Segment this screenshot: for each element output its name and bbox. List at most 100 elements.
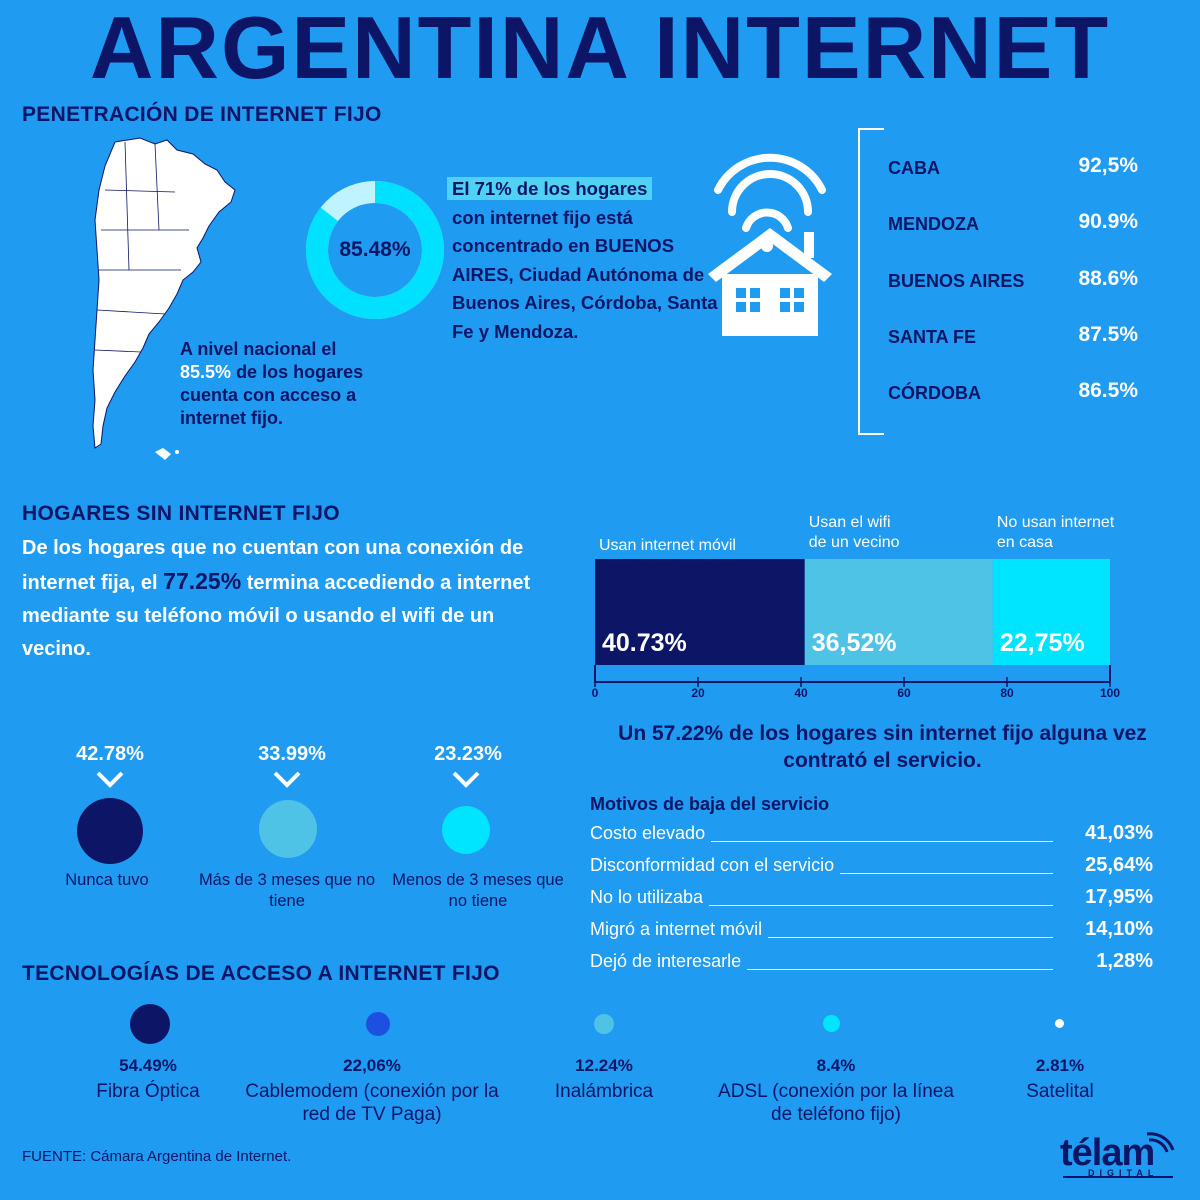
duration-label: Más de 3 meses que no tiene — [198, 871, 376, 910]
province-row: CABA 92,5% — [888, 152, 1138, 182]
sin-text-highlight: 77.25% — [163, 568, 242, 594]
logo-subtext: DIGITAL — [1088, 1168, 1159, 1178]
sin-text-pre: De los hogares que no cuentan con una co… — [22, 537, 524, 594]
province-name: MENDOZA — [888, 214, 979, 234]
series-name-label: Usan el wifi — [809, 514, 891, 531]
provinces-bracket — [858, 128, 884, 435]
tech-label: Inalámbrica — [554, 1081, 654, 1102]
duration-circle — [77, 798, 143, 864]
province-value: 88.6% — [1078, 267, 1138, 290]
motivo-row: Dejó de interesarle 1,28% — [590, 950, 1153, 979]
province-name: CÓRDOBA — [888, 383, 981, 403]
province-value: 92,5% — [1078, 154, 1138, 177]
motivo-row: Costo elevado 41,03% — [590, 822, 1153, 851]
province-row: CÓRDOBA 86.5% — [888, 377, 1138, 407]
tech-value: 2.81% — [1035, 1056, 1085, 1075]
x-tick-label: 80 — [1000, 686, 1014, 700]
x-tick-label: 20 — [691, 686, 705, 700]
motivo-value: 25,64% — [1085, 854, 1153, 876]
duration-circle — [442, 806, 490, 854]
duration-value: 42.78% — [76, 743, 144, 765]
motivo-value: 17,95% — [1085, 886, 1153, 908]
province-row: SANTA FE 87.5% — [888, 321, 1138, 351]
tech-value: 12.24% — [575, 1056, 633, 1075]
leader-line — [590, 937, 1053, 938]
duration-label: Menos de 3 meses que no tiene — [392, 871, 564, 910]
motivo-value: 41,03% — [1085, 822, 1153, 844]
x-tick-label: 60 — [897, 686, 911, 700]
tech-dot — [130, 1004, 170, 1044]
bar-segment — [992, 559, 1110, 665]
motivo-value: 1,28% — [1096, 950, 1153, 972]
contrato-text: Un 57.22% de los hogares sin internet fi… — [618, 722, 1147, 772]
province-name: SANTA FE — [888, 327, 976, 347]
tech-value: 22,06% — [343, 1056, 401, 1075]
tech-value: 8.4% — [816, 1056, 856, 1075]
leader-line — [590, 841, 1053, 842]
national-text-rest: de los hogares cuenta con acceso a inter… — [180, 362, 364, 428]
leader-line — [590, 905, 1053, 906]
source-note: FUENTE: Cámara Argentina de Internet. — [22, 1148, 292, 1165]
tech-label: Cablemodem (conexión por la red de TV Pa… — [245, 1081, 499, 1125]
province-name: BUENOS AIRES — [888, 271, 1025, 291]
sin-internet-text: De los hogares que no cuentan con una co… — [22, 532, 552, 666]
x-tick-label: 40 — [794, 686, 808, 700]
national-text-pre: A nivel nacional el — [180, 339, 337, 359]
tech-dot — [366, 1012, 390, 1036]
tech-dot — [823, 1015, 840, 1032]
donut-value-label: 85.48% — [339, 238, 411, 261]
series-name-label: en casa — [997, 534, 1053, 551]
motivo-row: Migró a internet móvil 14,10% — [590, 918, 1153, 947]
series-name-label: de un vecino — [809, 534, 900, 551]
tech-dot — [1055, 1019, 1064, 1028]
motivo-label: Dejó de interesarle — [590, 951, 748, 972]
province-value: 90.9% — [1078, 210, 1138, 233]
telam-logo-icon — [1063, 1132, 1175, 1178]
x-tick-label: 0 — [592, 686, 599, 700]
chevron-down-icon — [273, 771, 301, 788]
tech-label: ADSL (conexión por la línea de teléfono … — [718, 1081, 954, 1125]
concentration-rest: con internet fijo está concentrado en BU… — [452, 206, 718, 342]
bar-value-label: 36,52% — [812, 629, 897, 657]
penetration-donut — [306, 181, 444, 319]
section-title-sin-internet: HOGARES SIN INTERNET FIJO — [22, 502, 340, 525]
province-value: 86.5% — [1078, 379, 1138, 402]
motivos-title: Motivos de baja del servicio — [590, 794, 830, 814]
national-penetration-text: A nivel nacional el 85.5% de los hogares… — [180, 338, 420, 430]
motivo-value: 14,10% — [1085, 918, 1153, 940]
duration-label: Nunca tuvo — [65, 871, 149, 889]
leader-line — [590, 969, 1053, 970]
duration-value: 23.23% — [434, 743, 502, 765]
tech-value: 54.49% — [119, 1056, 177, 1075]
stacked-bar-chart: 40.73% Usan internet móvil 36,52% Usan el w… — [592, 514, 1121, 700]
x-tick-label: 100 — [1100, 686, 1120, 700]
motivo-label: Migró a internet móvil — [590, 919, 769, 940]
motivo-label: No lo utilizaba — [590, 887, 710, 908]
motivo-label: Disconformidad con el servicio — [590, 855, 841, 876]
tech-label: Fibra Óptica — [96, 1081, 200, 1102]
motivo-row: Disconformidad con el servicio 25,64% — [590, 854, 1153, 883]
chevron-down-icon — [452, 771, 480, 788]
page-title: ARGENTINA INTERNET — [89, 0, 1111, 97]
section-title-tecnologias: TECNOLOGÍAS DE ACCESO A INTERNET FIJO — [22, 962, 500, 985]
province-name: CABA — [888, 158, 940, 178]
argentina-map-icon — [92, 137, 236, 460]
concentration-text: El 71% de los hogares con internet fijo … — [447, 175, 722, 346]
series-name-label: No usan internet — [997, 514, 1115, 531]
sin-text-post: termina accediendo a internet mediante s… — [22, 572, 531, 660]
logo-text: télam — [1060, 1132, 1155, 1174]
province-row: BUENOS AIRES 88.6% — [888, 265, 1138, 295]
bar-segment — [804, 559, 993, 665]
tech-dot — [594, 1014, 614, 1034]
motivo-label: Costo elevado — [590, 823, 712, 844]
bar-segment — [595, 559, 805, 665]
wifi-house-icon — [708, 153, 832, 336]
section-title-penetracion: PENETRACIÓN DE INTERNET FIJO — [22, 103, 382, 126]
series-name-label: Usan internet móvil — [599, 537, 736, 554]
national-highlight: 85.5% — [180, 362, 232, 382]
motivo-row: No lo utilizaba 17,95% — [590, 886, 1153, 915]
bar-value-label: 40.73% — [602, 629, 687, 657]
bar-value-label: 22,75% — [1000, 629, 1085, 657]
concentration-highlight: El 71% de los hogares — [447, 177, 653, 200]
duration-circle — [259, 800, 317, 858]
